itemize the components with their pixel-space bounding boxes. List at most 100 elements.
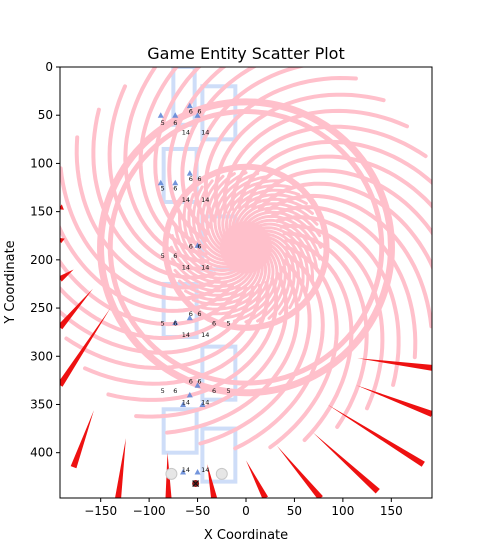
entity-marker (186, 170, 193, 176)
y-tick-label: 0 (45, 60, 53, 74)
entity-label: 6 (212, 319, 216, 327)
vortex-arm (106, 276, 279, 402)
y-axis: 0 50 100 150 200 250 300 350 400 (30, 60, 60, 460)
entity-label: 14 (182, 61, 190, 69)
spike (60, 288, 93, 330)
spike (357, 358, 432, 371)
entity-label: 14 (182, 331, 190, 339)
x-tick-label: −150 (84, 504, 117, 518)
y-tick-label: 350 (30, 397, 53, 411)
entity-label: 14 (182, 398, 190, 406)
orb-marker (215, 467, 228, 480)
entity-label: 6 (173, 184, 177, 192)
entity-marker (199, 401, 206, 407)
entity-label: 6 (173, 387, 177, 395)
entity-label: 6 (189, 310, 193, 318)
entity-label: 6 (189, 242, 193, 250)
vortex-arm (222, 108, 409, 214)
entity-label: 14 (201, 128, 209, 136)
entity-label: 14 (182, 196, 190, 204)
entity-marker (157, 112, 164, 118)
entity-label: 6 (197, 377, 201, 385)
spike (246, 460, 268, 498)
entity-label: 6 (189, 107, 193, 115)
entity-marker (172, 112, 179, 118)
entity-label: 14 (201, 466, 209, 474)
x-tick-label: −100 (133, 504, 166, 518)
corridor-tile (161, 407, 199, 455)
entity-label: 6 (197, 310, 201, 318)
plot-layer: 6614145666141456661414566614145666651414… (60, 61, 432, 498)
vortex (60, 67, 432, 451)
spike (327, 404, 425, 467)
entity-label: 14 (201, 61, 209, 69)
vortex-arm (107, 84, 213, 271)
entity-marker (180, 401, 187, 407)
y-tick-label: 250 (30, 301, 53, 315)
x-axis: −150 −100 −50 0 50 100 150 (84, 498, 403, 518)
y-tick-label: 400 (30, 446, 53, 460)
vortex-arm (91, 107, 217, 280)
entity-label: 14 (182, 263, 190, 271)
y-tick-label: 300 (30, 349, 53, 363)
vortex-arm (282, 231, 369, 429)
entity-marker (194, 382, 201, 388)
x-tick-label: 150 (380, 504, 403, 518)
entity-label: 6 (197, 175, 201, 183)
entity-label: 6 (197, 242, 201, 250)
vortex-outer-ring (97, 98, 395, 397)
entity-label: 14 (182, 128, 190, 136)
entity-label: 5 (226, 319, 230, 327)
entity-marker (157, 179, 164, 186)
entity-marker (194, 468, 201, 475)
vortex-outer-ring (107, 109, 385, 386)
vortex-core (219, 221, 273, 274)
entity-label: 5 (161, 319, 165, 327)
vortex-arm (64, 283, 262, 371)
entity-marker (180, 468, 187, 475)
vortex-arm (213, 92, 386, 218)
entity-label: 14 (201, 196, 209, 204)
entity-marker (186, 391, 193, 398)
entity-marker (172, 319, 179, 326)
y-tick-label: 100 (30, 156, 53, 170)
vortex-arm (230, 124, 428, 211)
orb-marker (165, 467, 178, 480)
entity-label: 5 (161, 387, 165, 395)
entity-marker (172, 179, 179, 186)
entity-label: 6 (173, 119, 177, 127)
y-tick-label: 50 (38, 108, 53, 122)
vortex-arm (275, 215, 401, 387)
spike (60, 237, 65, 244)
spike (312, 432, 380, 494)
entity-marker (186, 102, 193, 109)
entity-label: 14 (201, 398, 209, 406)
entity-label: 6 (173, 252, 177, 260)
vortex-inner-ring (162, 163, 330, 331)
vortex-arm (123, 67, 210, 264)
x-tick-label: 0 (242, 504, 250, 518)
spike (115, 438, 126, 498)
entity-label: 6 (189, 175, 193, 183)
x-tick-label: 100 (331, 504, 354, 518)
spike (60, 308, 111, 387)
entity-label: 6 (212, 387, 216, 395)
spike (277, 445, 323, 498)
entity-marker (194, 112, 201, 118)
spike (60, 269, 74, 282)
spike (70, 410, 94, 469)
entity-label: 5 (161, 184, 165, 192)
entity-label: 14 (201, 331, 209, 339)
x-tick-label: −50 (185, 504, 210, 518)
entity-marker (194, 242, 201, 248)
entity-label: 6 (197, 107, 201, 115)
x-axis-label: X Coordinate (204, 528, 288, 543)
entity-label: 14 (201, 263, 209, 271)
corridor-tile (200, 426, 238, 484)
entity-label: 5 (161, 252, 165, 260)
entity-label: 6 (189, 377, 193, 385)
entity-marker (186, 314, 193, 321)
player-cross (192, 480, 200, 487)
vortex-arm (279, 223, 385, 411)
